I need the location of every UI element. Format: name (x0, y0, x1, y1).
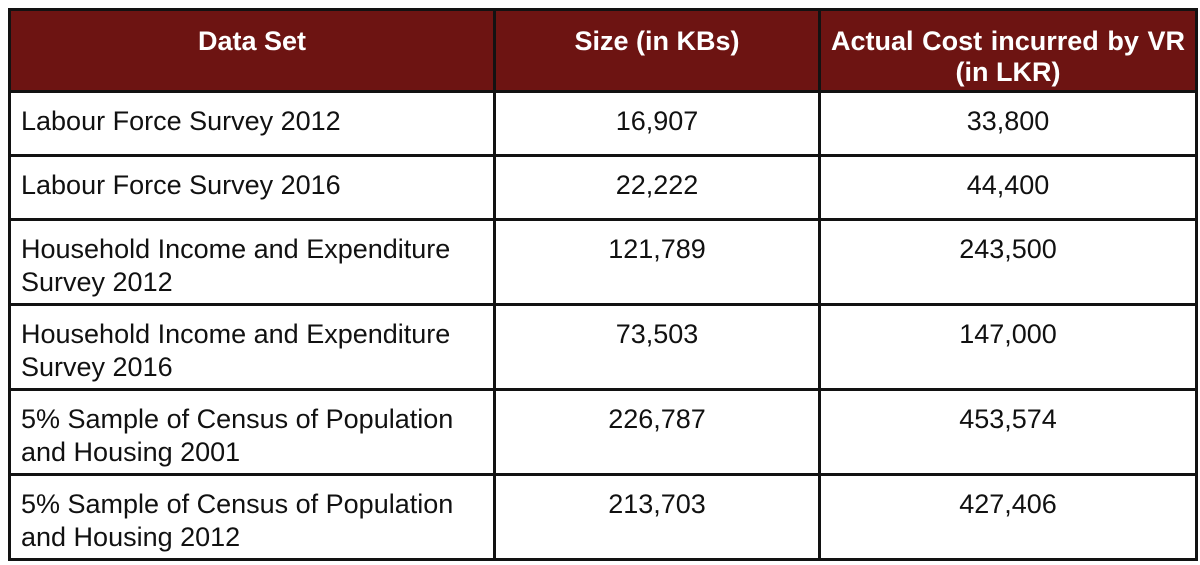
column-header-cost: Actual Cost incurred by VR (in LKR) (818, 8, 1198, 93)
dataset-cell: Labour Force Survey 2016 (8, 154, 496, 221)
size-cell: 16,907 (493, 90, 821, 157)
cost-table: Data Set Size (in KBs) Actual Cost incur… (8, 8, 1198, 561)
dataset-cell: Household Income and Expenditure Survey … (8, 303, 496, 391)
size-cell: 121,789 (493, 218, 821, 306)
table-row: 5% Sample of Census of Population and Ho… (8, 388, 1198, 476)
table-row: Labour Force Survey 2016 22,222 44,400 (8, 154, 1198, 221)
column-header-size: Size (in KBs) (493, 8, 821, 93)
table-row: Household Income and Expenditure Survey … (8, 218, 1198, 306)
header-row: Data Set Size (in KBs) Actual Cost incur… (8, 8, 1198, 93)
table-row: Labour Force Survey 2012 16,907 33,800 (8, 90, 1198, 157)
size-cell: 226,787 (493, 388, 821, 476)
column-header-cost-line2: (in LKR) (955, 57, 1061, 87)
table-row: Household Income and Expenditure Survey … (8, 303, 1198, 391)
cost-cell: 243,500 (818, 218, 1198, 306)
cost-cell: 44,400 (818, 154, 1198, 221)
cost-cell: 147,000 (818, 303, 1198, 391)
column-header-cost-line1: Actual Cost incurred by VR (831, 26, 1185, 56)
size-cell: 213,703 (493, 473, 821, 561)
column-header-data-set: Data Set (8, 8, 496, 93)
cost-cell: 453,574 (818, 388, 1198, 476)
dataset-cell: Household Income and Expenditure Survey … (8, 218, 496, 306)
size-cell: 73,503 (493, 303, 821, 391)
table-row: 5% Sample of Census of Population and Ho… (8, 473, 1198, 561)
cost-cell: 33,800 (818, 90, 1198, 157)
cost-cell: 427,406 (818, 473, 1198, 561)
dataset-cell: 5% Sample of Census of Population and Ho… (8, 388, 496, 476)
dataset-cell: Labour Force Survey 2012 (8, 90, 496, 157)
size-cell: 22,222 (493, 154, 821, 221)
dataset-cell: 5% Sample of Census of Population and Ho… (8, 473, 496, 561)
